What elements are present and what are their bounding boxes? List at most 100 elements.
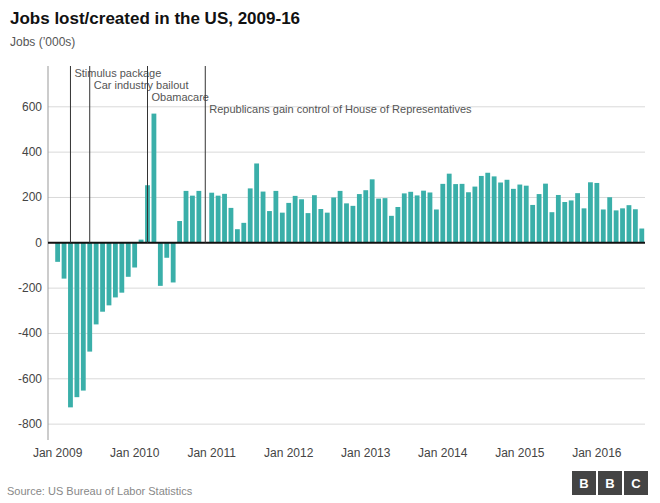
bar: [492, 176, 497, 242]
x-tick-label: Jan 2009: [33, 446, 83, 460]
logo-box: [598, 471, 622, 495]
bar: [517, 185, 522, 243]
bar: [286, 203, 291, 243]
bars: [55, 114, 644, 408]
bar: [312, 195, 317, 243]
bar: [68, 243, 73, 408]
y-tick-label: -200: [18, 281, 42, 295]
logo-box: [624, 471, 648, 495]
bar: [184, 191, 189, 243]
bar: [152, 114, 157, 243]
bar: [582, 208, 587, 242]
bar: [620, 208, 625, 242]
bar: [485, 173, 490, 243]
annotation-line: [89, 66, 90, 243]
bar: [460, 184, 465, 243]
bar: [421, 191, 426, 243]
bar: [100, 243, 105, 312]
annotation-line: [70, 66, 71, 243]
bar: [209, 193, 214, 243]
x-tick-label: Jan 2014: [418, 446, 468, 460]
bar: [171, 243, 176, 283]
source: Source: US Bureau of Labor Statistics: [7, 485, 193, 497]
title: Jobs lost/created in the US, 2009-16: [10, 9, 300, 28]
bar: [280, 213, 285, 243]
logo-letter: B: [579, 476, 588, 491]
bar: [614, 210, 619, 242]
annotation: Car industry bailout: [94, 79, 189, 91]
bar: [447, 174, 452, 243]
bar: [261, 192, 266, 243]
bar: [196, 191, 201, 243]
bar: [466, 192, 471, 243]
bar: [530, 205, 535, 243]
y-tick-label: 400: [22, 145, 42, 159]
bar: [331, 197, 336, 242]
bar: [537, 194, 542, 243]
x-tick-label: Jan 2016: [572, 446, 622, 460]
bar: [543, 184, 548, 243]
y-tick-label: 600: [22, 100, 42, 114]
bar: [241, 223, 246, 243]
chart: Jobs lost/created in the US, 2009-16 Jobs…: [0, 0, 660, 503]
grid-line: [48, 424, 645, 425]
bar: [363, 190, 368, 243]
bar: [415, 195, 420, 242]
y-tick-label: -800: [18, 417, 42, 431]
grid-line: [48, 288, 645, 289]
annotation-line: [147, 66, 148, 243]
bar: [222, 194, 227, 243]
bar: [639, 229, 644, 243]
grid-line: [48, 152, 645, 153]
annotation: Stimulus package: [74, 67, 161, 79]
bar: [569, 200, 574, 242]
bar: [383, 198, 388, 243]
bar: [318, 209, 323, 243]
grid-line: [48, 197, 645, 198]
bar: [235, 229, 240, 243]
bar: [119, 243, 124, 293]
bar: [376, 199, 381, 243]
bar: [81, 243, 86, 391]
bar: [395, 207, 400, 243]
bar: [607, 197, 612, 243]
bar: [627, 205, 632, 243]
bar: [55, 243, 60, 262]
bar: [299, 199, 304, 243]
logo-box: [572, 471, 596, 495]
bar: [273, 191, 278, 243]
bar: [344, 203, 349, 242]
zero-line: [48, 242, 645, 244]
bar: [94, 243, 99, 325]
bar: [440, 184, 445, 243]
x-tick-label: Jan 2011: [187, 446, 236, 460]
bar: [164, 243, 169, 258]
annotation: Obamacare: [152, 91, 209, 103]
bar: [338, 191, 343, 243]
bar: [325, 213, 330, 243]
y-axis-label: Jobs (’000s): [10, 35, 75, 49]
y-tick-label: -400: [18, 326, 42, 340]
bar: [389, 216, 394, 243]
logo-letter: C: [631, 476, 641, 491]
bar: [550, 212, 555, 243]
bar: [126, 243, 131, 277]
bar: [107, 243, 112, 306]
bar: [158, 243, 163, 286]
grid: [48, 107, 645, 424]
bar: [479, 176, 484, 243]
y-tick-label: 0: [35, 236, 42, 250]
bar: [74, 243, 79, 397]
bar: [511, 189, 516, 243]
bar: [434, 209, 439, 242]
bar: [472, 187, 477, 243]
bar: [293, 196, 298, 243]
bar: [62, 243, 67, 279]
bar: [190, 196, 195, 243]
bar: [402, 193, 407, 242]
bar: [428, 192, 433, 242]
bar: [575, 193, 580, 243]
bar: [216, 196, 221, 243]
bar: [601, 209, 606, 242]
bar: [633, 209, 638, 243]
